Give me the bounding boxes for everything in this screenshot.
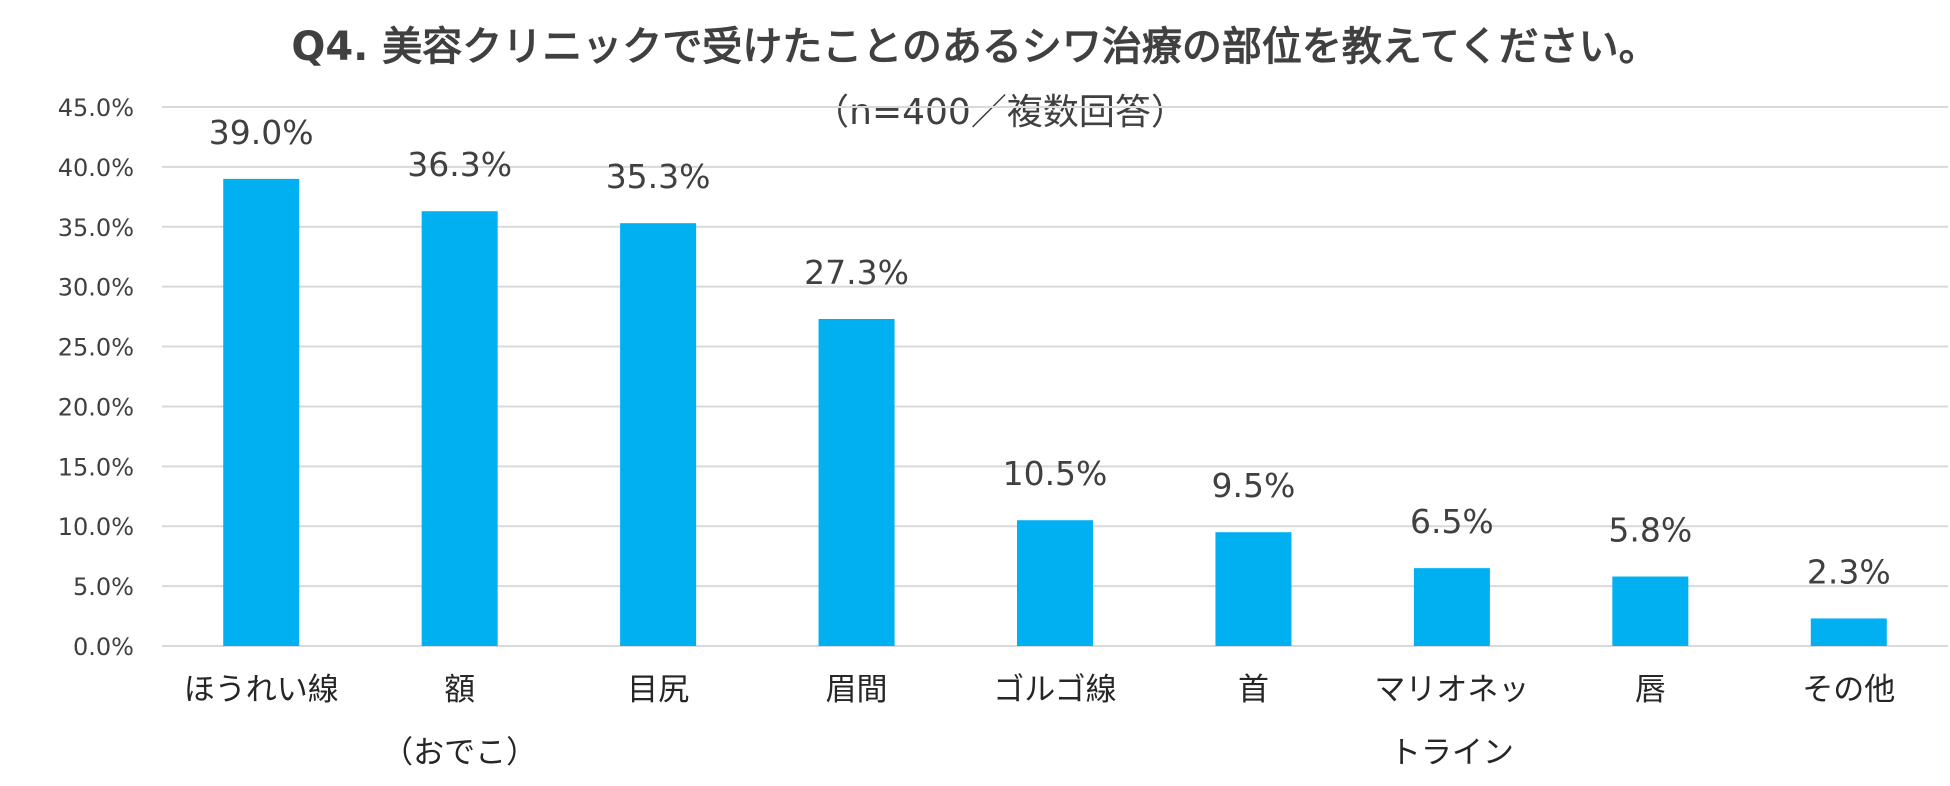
data-label: 9.5% xyxy=(1212,466,1296,505)
y-tick-label: 45.0% xyxy=(58,94,134,122)
x-tick-label: ほうれい線 xyxy=(184,672,339,708)
x-tick-label: その他 xyxy=(1802,672,1895,708)
chart-subtitle: （n=400／複数回答） xyxy=(813,92,1187,133)
bar xyxy=(1612,576,1689,646)
bars xyxy=(223,178,1887,646)
bar xyxy=(818,319,895,646)
x-tick-label: 額 xyxy=(444,672,475,708)
data-label: 5.8% xyxy=(1608,511,1692,550)
data-label: 35.3% xyxy=(606,157,711,196)
y-tick-label: 35.0% xyxy=(58,214,134,242)
bar xyxy=(421,211,498,646)
y-tick-label: 20.0% xyxy=(58,393,134,421)
x-tick-label: 唇 xyxy=(1635,672,1666,708)
bar xyxy=(620,223,697,646)
bar xyxy=(1413,568,1490,646)
bar xyxy=(1017,520,1093,646)
y-tick-label: 5.0% xyxy=(73,573,134,601)
data-label: 2.3% xyxy=(1807,552,1891,591)
data-label: 36.3% xyxy=(407,145,512,184)
x-tick-label: （おでこ） xyxy=(382,735,537,771)
data-label: 6.5% xyxy=(1410,502,1494,541)
x-tick-label: 眉間 xyxy=(826,672,888,708)
y-tick-label: 10.0% xyxy=(58,513,134,541)
y-tick-label: 30.0% xyxy=(58,274,134,302)
data-label: 39.0% xyxy=(209,113,314,152)
y-tick-label: 25.0% xyxy=(58,334,134,362)
y-axis-ticks: 0.0% 5.0% 10.0% 15.0% 20.0% 25.0% 30.0% 35.0% 40… xyxy=(58,94,134,661)
data-label: 27.3% xyxy=(804,253,909,292)
bar xyxy=(1810,618,1887,646)
y-tick-label: 15.0% xyxy=(58,453,134,481)
data-labels: 39.0% 36.3% 35.3% 27.3% 10.5% 9.5% 6.5% 5.8% 2.3… xyxy=(209,113,1891,592)
chart-title: Q4. 美容クリニックで受けたことのあるシワ治療の部位を教えてください。 xyxy=(291,24,1658,70)
x-tick-label: マリオネッ xyxy=(1374,672,1529,708)
bar xyxy=(1215,532,1292,646)
x-tick-label: 首 xyxy=(1238,672,1269,708)
x-tick-label: トライン xyxy=(1390,735,1514,771)
x-tick-label: 目尻 xyxy=(627,672,689,708)
y-tick-label: 0.0% xyxy=(73,633,134,661)
x-tick-label: ゴルゴ線 xyxy=(993,672,1116,708)
data-label: 10.5% xyxy=(1003,454,1108,493)
y-tick-label: 40.0% xyxy=(58,154,134,182)
bar xyxy=(223,178,300,646)
